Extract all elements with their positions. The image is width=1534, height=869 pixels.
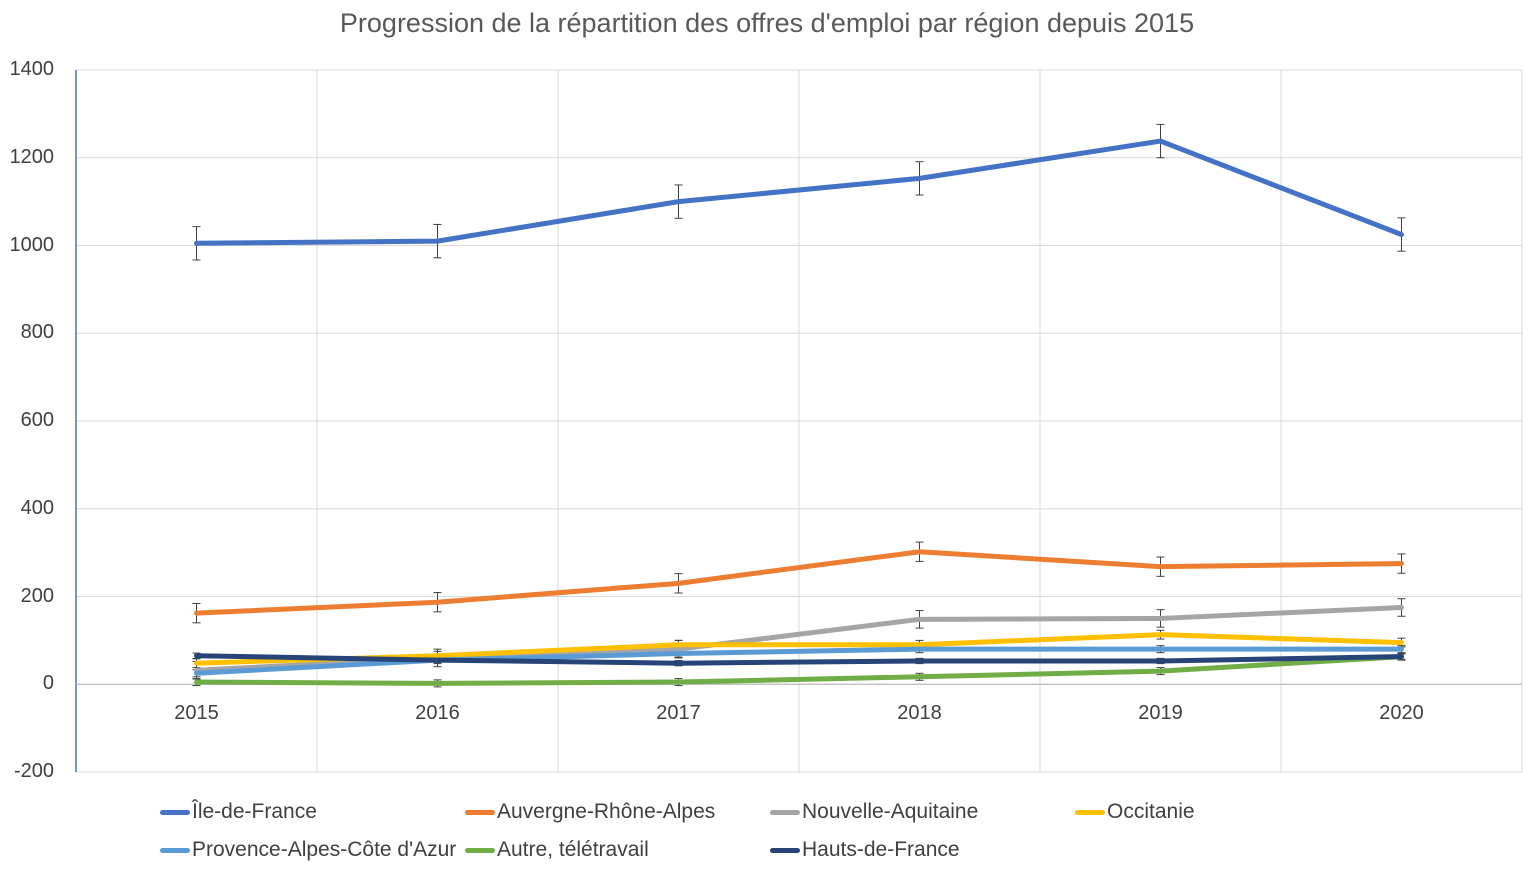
y-tick-label: 1400 bbox=[9, 58, 55, 80]
x-tick-label: 2017 bbox=[656, 702, 701, 725]
legend-swatch bbox=[160, 809, 190, 815]
x-tick-label: 2020 bbox=[1379, 702, 1424, 725]
legend-label: Provence-Alpes-Côte d'Azur bbox=[192, 838, 457, 861]
legend-item: Hauts-de-France bbox=[770, 837, 960, 863]
legend-swatch bbox=[770, 809, 800, 815]
y-tick-label: 800 bbox=[20, 321, 54, 344]
y-tick-label: 1200 bbox=[9, 145, 55, 168]
legend-label: Auvergne-Rhône-Alpes bbox=[497, 800, 716, 823]
legend-label: Nouvelle-Aquitaine bbox=[802, 800, 979, 823]
chart-title: Progression de la répartition des offres… bbox=[339, 8, 1195, 38]
legend-label: Autre, télétravail bbox=[497, 838, 649, 861]
series-line-4 bbox=[194, 646, 1404, 676]
legend-swatch bbox=[770, 847, 800, 853]
series-line-0 bbox=[194, 138, 1404, 246]
legend-item: Occitanie bbox=[1075, 799, 1195, 825]
x-tick-label: 2015 bbox=[174, 702, 219, 725]
legend-swatch bbox=[465, 809, 495, 815]
y-tick-label: 600 bbox=[20, 409, 54, 431]
y-tick-label: 200 bbox=[20, 584, 54, 607]
series-line-1 bbox=[194, 549, 1404, 616]
series-line-5 bbox=[194, 654, 1404, 686]
legend-label: Hauts-de-France bbox=[802, 838, 960, 861]
y-tick-label: 1000 bbox=[9, 233, 55, 256]
legend-swatch bbox=[1075, 809, 1105, 815]
x-tick-label: 2018 bbox=[897, 702, 942, 725]
x-tick-label: 2016 bbox=[415, 702, 460, 725]
legend-item: Auvergne-Rhône-Alpes bbox=[465, 799, 715, 825]
y-tick-label: -200 bbox=[13, 760, 54, 782]
series-line-6 bbox=[194, 653, 1404, 666]
y-tick-label: 0 bbox=[42, 672, 54, 695]
legend-label: Île-de-France bbox=[192, 800, 317, 823]
legend-swatch bbox=[465, 847, 495, 853]
legend-label: Occitanie bbox=[1107, 800, 1195, 823]
x-tick-label: 2019 bbox=[1138, 702, 1183, 725]
legend-item: Provence-Alpes-Côte d'Azur bbox=[160, 837, 456, 863]
legend-item: Île-de-France bbox=[160, 799, 317, 825]
legend-item: Nouvelle-Aquitaine bbox=[770, 799, 978, 825]
y-tick-label: 400 bbox=[20, 496, 54, 519]
legend-item: Autre, télétravail bbox=[465, 837, 649, 863]
legend-swatch bbox=[160, 847, 190, 853]
